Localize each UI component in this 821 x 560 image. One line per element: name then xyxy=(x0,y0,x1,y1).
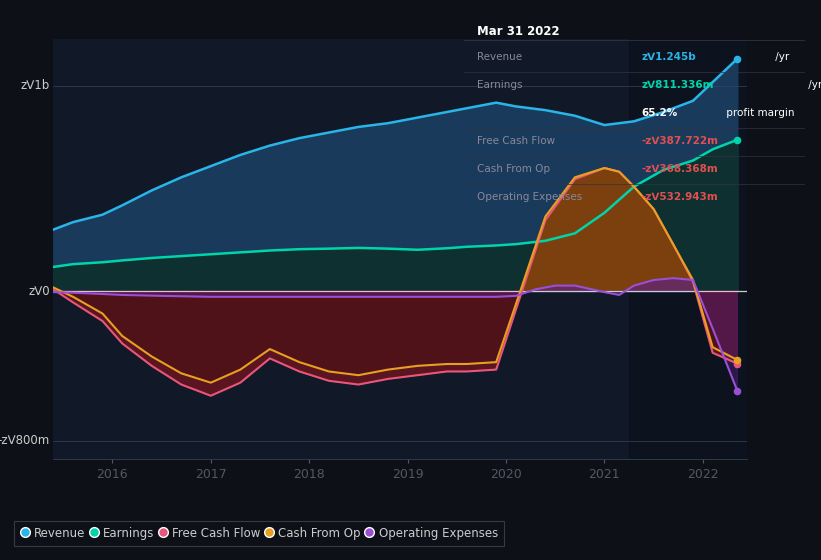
Text: profit margin: profit margin xyxy=(722,108,794,118)
Point xyxy=(731,54,744,63)
Text: Mar 31 2022: Mar 31 2022 xyxy=(478,25,560,38)
Text: Free Cash Flow: Free Cash Flow xyxy=(478,136,556,146)
Text: /yr: /yr xyxy=(772,52,789,62)
Legend: Revenue, Earnings, Free Cash Flow, Cash From Op, Operating Expenses: Revenue, Earnings, Free Cash Flow, Cash … xyxy=(14,521,504,545)
Text: Earnings: Earnings xyxy=(478,80,523,90)
Text: Cash From Op: Cash From Op xyxy=(478,164,551,174)
Text: -zᐯ532.943m: -zᐯ532.943m xyxy=(641,192,718,202)
Text: Operating Expenses: Operating Expenses xyxy=(478,192,583,202)
Text: zᐯ811.336m: zᐯ811.336m xyxy=(641,80,713,90)
Text: -zᐯ800m: -zᐯ800m xyxy=(0,434,50,447)
Text: zᐯ1.245b: zᐯ1.245b xyxy=(641,52,695,62)
Point xyxy=(731,359,744,368)
Bar xyxy=(629,39,747,459)
Point xyxy=(731,136,744,144)
Text: zᐯ1b: zᐯ1b xyxy=(21,80,50,92)
Point xyxy=(731,386,744,395)
Text: zᐯ0: zᐯ0 xyxy=(28,284,50,298)
Text: /yr: /yr xyxy=(805,80,821,90)
Text: -zᐯ368.368m: -zᐯ368.368m xyxy=(641,164,718,174)
Text: -zᐯ387.722m: -zᐯ387.722m xyxy=(641,136,718,146)
Text: Revenue: Revenue xyxy=(478,52,523,62)
Point xyxy=(731,356,744,365)
Text: 65.2%: 65.2% xyxy=(641,108,677,118)
